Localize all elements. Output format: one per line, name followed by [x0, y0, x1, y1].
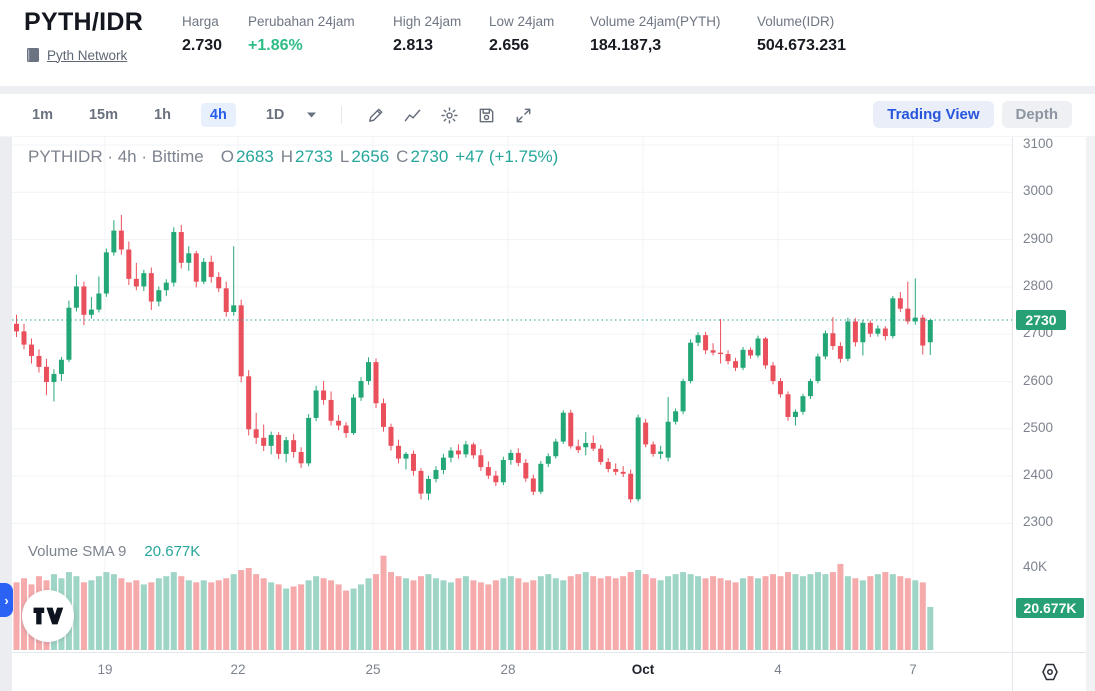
- stat-value: 2.656: [489, 37, 530, 54]
- timeframe-1h[interactable]: 1h: [154, 107, 171, 123]
- timeframe-1m[interactable]: 1m: [32, 107, 53, 123]
- tradingview-logo[interactable]: [22, 590, 74, 642]
- price-chart-svg[interactable]: [12, 137, 1012, 652]
- chart-toolbar: 1m 15m 1h 4h 1D Trading View Depth: [0, 94, 1095, 137]
- legend-change: +47 (+1.75%): [455, 147, 559, 166]
- timeframe-15m[interactable]: 15m: [88, 107, 118, 123]
- stat-3: Low 24jam 2.656: [489, 14, 554, 55]
- view-tabs: Trading View Depth: [873, 101, 1072, 128]
- stat-value: 2.730: [182, 37, 223, 54]
- tab-trading-view[interactable]: Trading View: [873, 101, 994, 128]
- tab-depth[interactable]: Depth: [1001, 101, 1072, 128]
- price-tick-label: 2400: [1023, 467, 1054, 483]
- volume-tick-label: 40K: [1023, 559, 1048, 574]
- chevron-right-icon: ›: [4, 592, 9, 608]
- stat-value: +1.86%: [248, 37, 303, 54]
- timeframe-4h[interactable]: 4h: [200, 103, 236, 127]
- stat-label: Perubahan 24jam: [248, 14, 355, 29]
- drawing-toolbar-collapsed-strip: [0, 137, 12, 691]
- draw-icon[interactable]: [366, 106, 385, 125]
- chart-settings-hexagon-icon[interactable]: [1038, 660, 1062, 684]
- stat-value: 2.813: [393, 37, 434, 54]
- time-tick-label: 22: [230, 662, 246, 677]
- volume-legend-label: Volume SMA 9: [28, 543, 127, 560]
- price-tick-label: 3100: [1023, 136, 1054, 151]
- price-tick-label: 2800: [1023, 277, 1054, 293]
- right-margin-strip: [1086, 137, 1095, 691]
- ohlc-legend: PYTHIDR · 4h · Bittime O 2683 H 2733 L 2656…: [28, 147, 558, 167]
- stat-label: Volume 24jam(PYTH): [590, 14, 721, 29]
- volume-legend-value: 20.677K: [144, 543, 201, 560]
- save-icon[interactable]: [477, 106, 496, 125]
- legend-close-value: 2730: [410, 147, 449, 166]
- stat-value: 184.187,3: [590, 37, 662, 54]
- axis-corner: [1012, 652, 1086, 691]
- stat-value: 504.673.231: [757, 37, 846, 54]
- stat-0: Harga 2.730: [182, 14, 222, 55]
- chart-container: PYTHIDR · 4h · Bittime O 2683 H 2733 L 2656…: [0, 136, 1095, 691]
- timeframe-1D[interactable]: 1D: [265, 107, 285, 123]
- price-tick-label: 3000: [1023, 183, 1054, 199]
- pair-title: PYTH/IDR: [24, 8, 144, 36]
- legend-open-value: 2683: [235, 147, 274, 166]
- stat-label: High 24jam: [393, 14, 462, 29]
- stat-2: High 24jam 2.813: [393, 14, 461, 55]
- stat-label: Low 24jam: [489, 14, 555, 29]
- time-tick-label: 4: [774, 662, 782, 677]
- time-axis[interactable]: 19 22 25 28 Oct 4 7: [12, 652, 1012, 691]
- time-tick-label: 28: [500, 662, 516, 677]
- indicators-icon[interactable]: [403, 106, 422, 125]
- tradingview-logo-glyph: [33, 607, 64, 625]
- stat-label: Harga: [182, 14, 219, 29]
- header-divider: [0, 86, 1095, 94]
- timeframe-group: 1m 15m 1h 4h 1D: [26, 103, 290, 127]
- legend-low-label: L: [339, 147, 350, 166]
- price-tick-label: 2300: [1023, 514, 1054, 530]
- legend-close-label: C: [396, 147, 409, 166]
- stat-1: Perubahan 24jam +1.86%: [248, 14, 355, 55]
- toolbar-divider: [341, 106, 343, 124]
- time-tick-label: 25: [365, 662, 381, 677]
- volume-value-badge: 20.677K: [1016, 597, 1084, 618]
- price-axis[interactable]: 3100 3000 2900 2800 2700 2600 2500 2400 2300 40K 2…: [1012, 136, 1086, 652]
- volume-legend: Volume SMA 9 20.677K: [28, 543, 200, 560]
- chevron-down-icon[interactable]: [306, 111, 317, 119]
- price-tick-label: 2900: [1023, 230, 1054, 246]
- time-tick-label: 19: [97, 662, 113, 677]
- time-tick-label: 7: [909, 662, 917, 677]
- stat-4: Volume 24jam(PYTH) 184.187,3: [590, 14, 721, 55]
- legend-high-value: 2733: [295, 147, 333, 166]
- stat-label: Volume(IDR): [757, 14, 835, 29]
- time-tick-label: Oct: [631, 662, 655, 677]
- settings-icon[interactable]: [440, 106, 459, 125]
- price-tick-label: 2500: [1023, 419, 1054, 435]
- network-link[interactable]: Pyth Network: [47, 47, 128, 63]
- book-icon: [25, 47, 41, 63]
- fullscreen-icon[interactable]: [514, 106, 533, 125]
- drawing-toolbar-expand-tab[interactable]: ›: [0, 583, 13, 617]
- price-tick-label: 2600: [1023, 372, 1054, 388]
- pair-header: PYTH/IDR Pyth Network Harga 2.730 Perubaha…: [0, 0, 1095, 86]
- legend-symbol: PYTHIDR · 4h · Bittime: [28, 147, 204, 166]
- last-price-badge: 2730: [1016, 310, 1066, 330]
- legend-low-value: 2656: [351, 147, 390, 166]
- stat-5: Volume(IDR) 504.673.231: [757, 14, 846, 55]
- legend-high-label: H: [280, 147, 294, 166]
- legend-open-label: O: [220, 147, 234, 166]
